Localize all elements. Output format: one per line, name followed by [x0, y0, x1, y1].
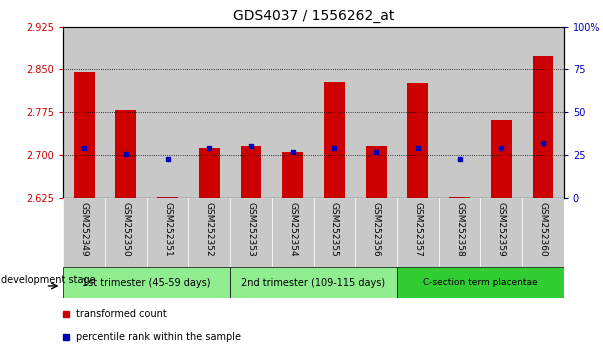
Bar: [105, 198, 147, 267]
Bar: [199, 148, 219, 198]
Bar: [63, 198, 105, 267]
Bar: [157, 196, 178, 198]
Text: GSM252356: GSM252356: [371, 202, 380, 256]
Bar: [324, 82, 345, 198]
Text: transformed count: transformed count: [76, 309, 166, 319]
Text: GSM252355: GSM252355: [330, 202, 339, 256]
Bar: [532, 56, 554, 198]
Bar: [481, 198, 522, 267]
Bar: [365, 146, 387, 198]
Bar: [355, 198, 397, 267]
Bar: [439, 27, 481, 198]
Text: GSM252358: GSM252358: [455, 202, 464, 256]
Bar: [314, 27, 355, 198]
Bar: [397, 267, 564, 298]
Bar: [481, 27, 522, 198]
Text: GSM252351: GSM252351: [163, 202, 172, 256]
Text: GSM252357: GSM252357: [413, 202, 422, 256]
Bar: [147, 198, 189, 267]
Text: GSM252350: GSM252350: [121, 202, 130, 256]
Bar: [63, 27, 105, 198]
Bar: [439, 198, 481, 267]
Bar: [241, 146, 262, 198]
Bar: [522, 27, 564, 198]
Text: 2nd trimester (109-115 days): 2nd trimester (109-115 days): [241, 278, 386, 288]
Bar: [355, 27, 397, 198]
Text: 1st trimester (45-59 days): 1st trimester (45-59 days): [83, 278, 211, 288]
Bar: [522, 198, 564, 267]
Bar: [397, 27, 439, 198]
Bar: [282, 152, 303, 198]
Title: GDS4037 / 1556262_at: GDS4037 / 1556262_at: [233, 9, 394, 23]
Bar: [230, 198, 272, 267]
Bar: [408, 83, 428, 198]
Text: GSM252353: GSM252353: [247, 202, 256, 256]
Text: GSM252352: GSM252352: [205, 202, 214, 256]
Bar: [397, 198, 439, 267]
Bar: [188, 27, 230, 198]
Bar: [491, 120, 512, 198]
Text: GSM252360: GSM252360: [538, 202, 548, 256]
Bar: [272, 198, 314, 267]
Bar: [147, 27, 189, 198]
Text: percentile rank within the sample: percentile rank within the sample: [76, 332, 241, 342]
Bar: [230, 267, 397, 298]
Text: C-section term placentae: C-section term placentae: [423, 278, 538, 287]
Bar: [74, 72, 95, 198]
Bar: [272, 27, 314, 198]
Bar: [115, 109, 136, 198]
Text: GSM252349: GSM252349: [80, 202, 89, 256]
Text: development stage: development stage: [1, 275, 96, 285]
Bar: [188, 198, 230, 267]
Bar: [449, 196, 470, 198]
Bar: [314, 198, 355, 267]
Bar: [230, 27, 272, 198]
Bar: [63, 267, 230, 298]
Text: GSM252354: GSM252354: [288, 202, 297, 256]
Text: GSM252359: GSM252359: [497, 202, 506, 256]
Bar: [105, 27, 147, 198]
